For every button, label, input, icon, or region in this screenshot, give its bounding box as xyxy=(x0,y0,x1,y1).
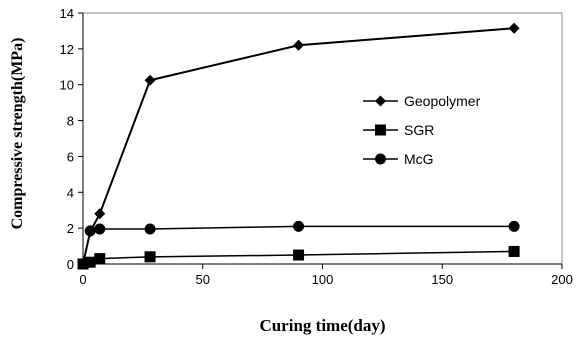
data-point-geopolymer xyxy=(293,39,305,51)
y-tick-label: 4 xyxy=(67,185,74,200)
data-point-mcg xyxy=(508,220,520,232)
y-tick-label: 2 xyxy=(67,221,74,236)
data-point-mcg xyxy=(144,223,156,235)
data-point-sgr xyxy=(94,253,106,265)
x-tick-label: 100 xyxy=(312,272,334,287)
y-tick-label: 6 xyxy=(67,149,74,164)
y-tick-label: 10 xyxy=(60,78,74,93)
data-point-mcg xyxy=(77,258,89,270)
data-point-geopolymer xyxy=(94,208,106,220)
x-axis-title: Curing time(day) xyxy=(259,316,385,335)
data-point-sgr xyxy=(508,245,520,257)
y-tick-label: 0 xyxy=(67,257,74,272)
series-markers xyxy=(77,22,520,270)
x-tick-label: 200 xyxy=(551,272,573,287)
legend-marker-mcg xyxy=(375,153,386,165)
data-point-mcg xyxy=(84,225,96,237)
x-axis-ticks: 0 50 100 150 200 xyxy=(79,264,573,287)
legend-label-mcg: McG xyxy=(404,151,434,167)
data-point-mcg xyxy=(94,223,106,235)
data-point-sgr xyxy=(84,256,96,268)
x-tick-label: 0 xyxy=(79,272,86,287)
data-point-geopolymer xyxy=(144,74,156,86)
data-point-sgr xyxy=(293,249,305,261)
y-tick-label: 8 xyxy=(67,114,74,129)
y-tick-label: 14 xyxy=(60,6,74,21)
legend-label-sgr: SGR xyxy=(404,122,434,138)
data-point-geopolymer xyxy=(508,22,520,34)
x-tick-label: 150 xyxy=(431,272,453,287)
data-point-mcg xyxy=(293,220,305,232)
data-point-sgr xyxy=(144,251,156,263)
series-line-mcg xyxy=(82,225,515,265)
legend: Geopolymer SGR McG xyxy=(363,93,481,167)
x-tick-label: 50 xyxy=(196,272,210,287)
legend-marker-geopolymer xyxy=(375,95,386,107)
legend-marker-sgr xyxy=(375,124,386,136)
y-tick-label: 12 xyxy=(60,42,74,57)
legend-label-geopolymer: Geopolymer xyxy=(404,93,481,109)
y-axis-ticks: 0 2 4 6 8 10 12 14 xyxy=(60,6,83,272)
y-axis-title: Compressive strength(MPa) xyxy=(9,38,26,230)
